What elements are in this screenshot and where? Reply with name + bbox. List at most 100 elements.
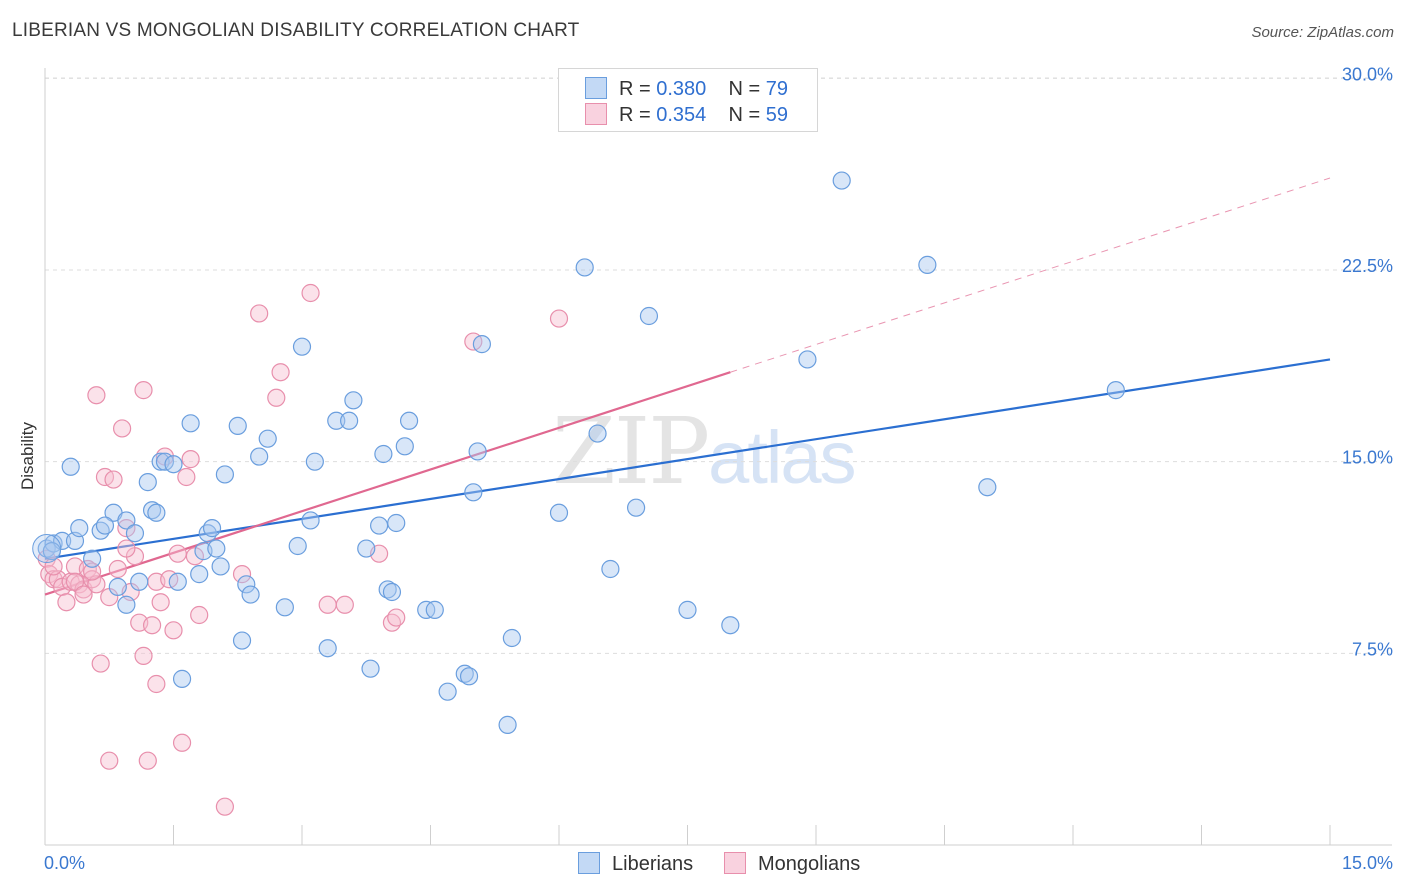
mongolian-point (549, 309, 569, 328)
liberian-point (318, 639, 337, 658)
liberian-point (250, 447, 269, 466)
liberian-point (344, 391, 363, 410)
liberian-point (340, 411, 359, 430)
liberian-point (305, 452, 324, 471)
liberian-point (147, 503, 166, 522)
legend-row-liberians: R = 0.380 N = 79 (585, 77, 788, 101)
mongolians-trend-line (44, 371, 731, 596)
bottom-legend-mongolians: Mongolians (724, 852, 860, 876)
legend-n-value: 59 (765, 104, 789, 126)
liberian-point (202, 519, 222, 538)
liberian-point (164, 455, 183, 474)
liberian-point (721, 616, 740, 635)
liberian-point (361, 659, 380, 678)
x-tick-label: 0.0% (44, 853, 85, 873)
watermark: ZIPatlas (552, 398, 856, 505)
liberian-point (32, 534, 62, 564)
liberian-point (639, 306, 659, 326)
liberian-point (918, 255, 937, 274)
liberians-trend-line (44, 358, 1331, 560)
mongolian-point (190, 605, 209, 625)
mongolian-point (108, 559, 127, 579)
mongolian-point (172, 733, 192, 752)
liberian-point (472, 335, 491, 354)
liberian-point (190, 565, 209, 584)
mongolian-point (100, 751, 119, 770)
y-tick-label: 15.0% (1342, 448, 1393, 468)
liberian-point (588, 424, 607, 443)
mongolian-point (335, 595, 354, 614)
liberian-point (108, 577, 127, 596)
mongolian-point (164, 621, 183, 640)
liberian-point (502, 628, 521, 648)
mongolian-point (57, 593, 76, 612)
liberian-point (498, 715, 517, 734)
mongolian-point (117, 539, 136, 558)
liberian-point (237, 575, 256, 594)
liberian-point (978, 478, 997, 497)
liberian-point (678, 600, 697, 619)
legend-r-value: 0.354 (656, 104, 707, 126)
mongolian-point (151, 593, 170, 612)
mongolian-point (104, 470, 123, 489)
mongolian-point (87, 386, 106, 405)
liberian-point (168, 572, 187, 591)
legend-n-value: 79 (765, 78, 789, 100)
liberian-point (357, 539, 376, 558)
liberian-point (464, 483, 483, 502)
liberian-point (1106, 381, 1125, 400)
chart-title: LIBERIAN VS MONGOLIAN DISABILITY CORRELA… (12, 20, 580, 41)
liberian-point (125, 524, 145, 543)
mongolian-point (134, 646, 153, 665)
mongolian-point (91, 654, 110, 673)
mongolian-point (250, 304, 269, 323)
correlation-legend: R = 0.380 N = 79 R = 0.354 N = 59 (558, 68, 818, 132)
liberian-point (459, 667, 479, 686)
mongolian-point (318, 595, 337, 614)
y-tick-label: 30.0% (1342, 64, 1393, 84)
liberian-point (425, 600, 444, 619)
liberian-point (211, 557, 230, 576)
mongolian-point (65, 572, 85, 591)
liberian-point (301, 511, 320, 530)
liberian-point (117, 511, 136, 530)
mongolian-point (232, 565, 252, 584)
liberian-point (374, 444, 393, 464)
liberian-point (83, 549, 102, 568)
liberian-point (207, 539, 226, 558)
mongolian-point (117, 519, 136, 538)
liberian-point (172, 669, 192, 688)
mongolian-point (74, 585, 93, 604)
mongolian-point (215, 797, 234, 816)
liberian-point (575, 258, 594, 277)
x-tick-label: 15.0% (1342, 853, 1393, 873)
liberian-point (601, 559, 620, 579)
bottom-legend-liberians: Liberians (578, 852, 693, 876)
legend-n-label: N = (728, 78, 766, 100)
liberian-point (468, 442, 487, 461)
liberian-point (258, 429, 277, 448)
data-points (32, 171, 1125, 816)
liberian-point (832, 171, 851, 190)
source-credit: Source: ZipAtlas.com (1251, 24, 1394, 41)
mongolian-point (301, 283, 320, 303)
mongolian-point (147, 674, 166, 694)
liberian-point (275, 598, 294, 617)
liberian-point (626, 498, 646, 517)
mongolians-trend-extension (730, 177, 1331, 373)
liberian-point (130, 572, 149, 591)
liberians-swatch (578, 852, 600, 874)
watermark-zip: ZIP (552, 398, 710, 505)
y-tick-label: 7.5% (1352, 639, 1393, 659)
mongolian-point (138, 751, 157, 770)
trend-lines (44, 177, 1331, 596)
legend-n-label: N = (728, 104, 766, 126)
mongolian-point (142, 616, 162, 635)
liberian-point (117, 595, 136, 614)
y-axis-label: Disability (18, 421, 37, 490)
liberian-point (382, 582, 402, 602)
liberian-point (370, 516, 389, 535)
liberian-point (232, 631, 252, 650)
mongolian-point (387, 608, 406, 627)
